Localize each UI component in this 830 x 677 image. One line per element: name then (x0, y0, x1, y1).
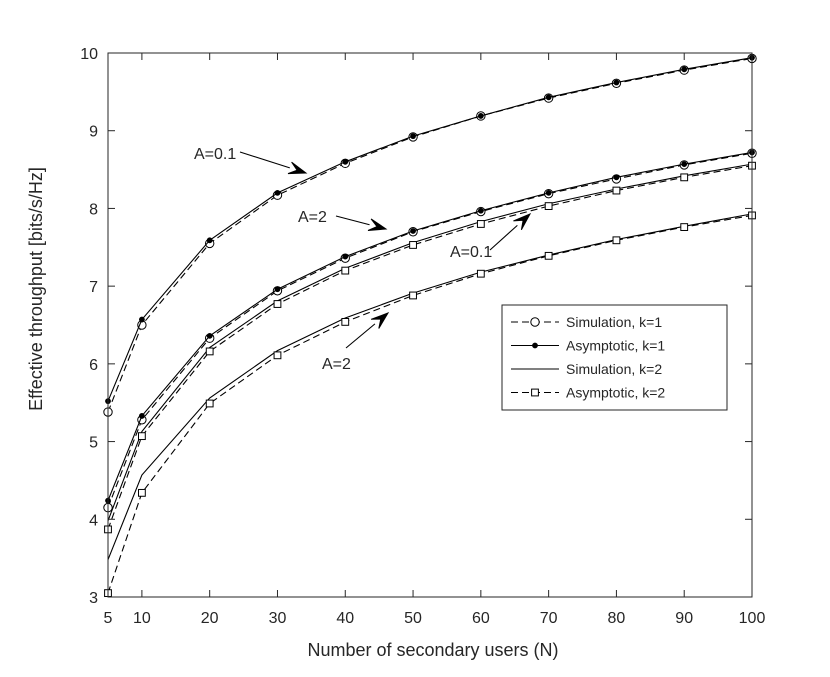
legend: Simulation, k=1 Asymptotic, k=1 Simulation… (501, 304, 728, 411)
data-point-marker (273, 300, 282, 308)
data-point-marker (205, 399, 214, 408)
axes-layer: 5 10 20 30 40 50 60 70 80 90 100 3 4 5 6 7 8 9 10 (80, 46, 765, 627)
data-point-marker (612, 186, 621, 195)
annotation-arrow-head (287, 161, 308, 175)
annotation-arrow-head (513, 212, 532, 231)
y-tick-label: 3 (89, 590, 98, 607)
data-point-marker (477, 207, 484, 214)
annotation-arrow-shaft (239, 151, 290, 169)
data-point-marker (206, 237, 213, 244)
annotation-arrow-head (367, 218, 388, 231)
data-point-marker (205, 347, 214, 356)
data-point-marker (613, 174, 620, 181)
legend-entry-3: Simulation, k=2 (511, 361, 662, 377)
annotation-4: A=2 (322, 312, 390, 373)
y-tick-label: 4 (89, 512, 98, 529)
annotation-arrow-head (370, 312, 390, 329)
data-point-marker (273, 351, 282, 360)
annotation-layer: A=0.1 A=2 A=0.1 A=2 (194, 146, 532, 373)
legend-entry-2: Asymptotic, k=1 (511, 338, 665, 354)
legend-marker (531, 388, 539, 397)
y-tick-label: 6 (89, 357, 98, 374)
series-line (107, 214, 753, 594)
data-point-marker (341, 317, 350, 326)
data-point-marker (476, 220, 485, 228)
annotation-label: A=2 (298, 209, 327, 226)
data-point-marker (342, 253, 349, 260)
annotation-arrow-shaft (335, 215, 370, 226)
data-point-marker (137, 488, 146, 497)
legend-marker (530, 317, 540, 327)
data-point-marker (680, 223, 689, 231)
x-tick-label: 10 (133, 610, 151, 627)
x-tick-label: 70 (540, 610, 558, 627)
legend-label: Asymptotic, k=2 (566, 385, 665, 401)
x-tick-label: 90 (675, 610, 693, 627)
annotation-label: A=0.1 (194, 146, 236, 163)
y-tick-label: 5 (89, 435, 98, 452)
data-point-marker (476, 269, 485, 278)
annotation-2: A=2 (298, 209, 388, 231)
annotation-1: A=0.1 (194, 146, 308, 175)
data-point-marker (681, 66, 688, 73)
data-point-marker (410, 133, 416, 140)
legend-label: Asymptotic, k=1 (566, 338, 665, 354)
data-point-marker (342, 158, 349, 165)
y-tick-label: 8 (89, 201, 98, 218)
legend-marker (532, 342, 538, 349)
data-point-marker (544, 251, 553, 260)
annotation-arrow-shaft (489, 224, 518, 251)
legend-label: Simulation, k=2 (566, 361, 662, 377)
plot-area-frame (107, 52, 753, 598)
x-tick-label: 80 (608, 610, 626, 627)
data-point-marker (274, 189, 281, 196)
x-tick-label: 50 (404, 610, 422, 627)
data-point-marker (612, 236, 621, 245)
annotation-3: A=0.1 (450, 212, 532, 261)
data-point-marker (544, 202, 553, 210)
data-point-marker (681, 161, 688, 168)
y-axis-label: Effective throughput [bits/s/Hz] (26, 167, 46, 411)
y-tick-label: 9 (89, 124, 98, 141)
data-point-marker (206, 332, 213, 339)
data-point-marker (137, 432, 146, 441)
data-point-marker (545, 94, 552, 101)
series-k2-A0.1-asymptotic-k-2 (104, 161, 756, 534)
data-point-marker (410, 228, 416, 234)
data-point-marker (138, 413, 145, 419)
legend-entry-1: Simulation, k=1 (511, 314, 662, 330)
x-tick-label: 40 (336, 610, 354, 627)
x-axis-label: Number of secondary users (N) (307, 640, 558, 660)
data-point-marker (477, 113, 484, 119)
data-point-marker (409, 291, 417, 300)
annotation-label: A=0.1 (450, 244, 492, 261)
data-point-marker (545, 189, 552, 196)
series-line (107, 165, 753, 530)
x-tick-label: 100 (739, 610, 766, 627)
annotation-arrow-shaft (345, 323, 376, 349)
x-tick-label: 60 (472, 610, 490, 627)
y-tick-label: 7 (89, 279, 98, 296)
legend-label: Simulation, k=1 (566, 314, 662, 330)
legend-entry-4: Asymptotic, k=2 (511, 385, 665, 401)
x-tick-label: 5 (104, 610, 113, 627)
x-tick-label: 30 (269, 610, 287, 627)
annotation-label: A=2 (322, 356, 351, 373)
y-tick-label: 10 (80, 46, 98, 63)
data-point-marker (138, 316, 145, 323)
data-point-marker (274, 286, 281, 293)
data-point-marker (409, 241, 417, 249)
data-point-marker (613, 79, 620, 86)
data-point-marker (341, 266, 350, 275)
x-tick-label: 20 (201, 610, 219, 627)
data-point-marker (680, 173, 689, 182)
